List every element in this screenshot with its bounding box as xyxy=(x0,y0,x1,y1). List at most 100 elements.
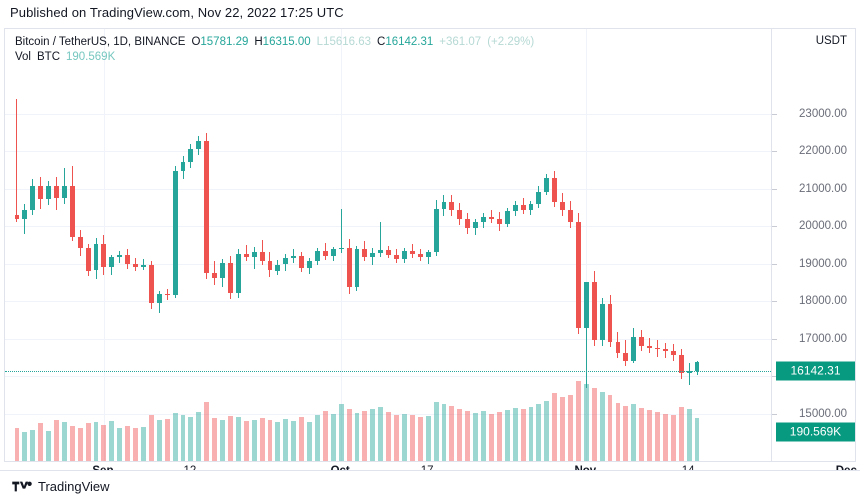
candle-body xyxy=(46,185,52,200)
tradingview-logo-icon xyxy=(12,481,32,492)
candle-body xyxy=(204,140,210,273)
candlestick xyxy=(631,328,637,363)
candlestick xyxy=(251,247,257,269)
candlestick xyxy=(512,200,518,216)
price-axis-tick-mark xyxy=(772,338,777,340)
candlestick xyxy=(441,194,447,217)
candlestick xyxy=(291,248,297,263)
volume-bar xyxy=(228,416,233,461)
candlestick xyxy=(655,340,660,357)
candle-body xyxy=(93,244,99,271)
volume-bar xyxy=(394,414,399,461)
volume-bar xyxy=(141,427,146,461)
legend-symbol[interactable]: Bitcoin / TetherUS, 1D, BINANCE xyxy=(15,36,186,48)
candle-body xyxy=(54,185,59,198)
candlestick xyxy=(370,247,376,266)
candle-wick xyxy=(142,259,144,270)
footer-bar: TradingView xyxy=(0,470,860,499)
volume-bar xyxy=(196,411,202,461)
legend-close-value: 16142.31 xyxy=(385,36,434,48)
candle-body xyxy=(251,251,257,257)
candle-body xyxy=(504,211,510,224)
legend-close-label: C xyxy=(377,36,386,48)
candle-body xyxy=(433,208,439,253)
price-axis-tick-mark xyxy=(772,413,777,415)
candlestick xyxy=(133,258,138,271)
volume-bar xyxy=(307,421,312,461)
candle-body xyxy=(156,293,162,303)
candlestick xyxy=(14,98,20,223)
candlestick xyxy=(69,166,75,242)
current-price-line xyxy=(5,371,771,373)
candlestick xyxy=(125,249,131,269)
candlestick xyxy=(496,211,502,232)
candle-body xyxy=(457,210,463,220)
volume-bar xyxy=(156,420,162,461)
candlestick xyxy=(528,200,534,215)
legend-low-label: L xyxy=(316,36,324,48)
current-price-badge[interactable]: 16142.31 xyxy=(776,361,855,381)
candle-body xyxy=(109,256,115,267)
candlestick xyxy=(623,339,629,366)
candlestick xyxy=(591,271,597,347)
candlestick xyxy=(109,254,115,275)
price-axis-unit: USDT xyxy=(815,35,847,47)
price-axis[interactable]: USDT 23000.00 22000.00 21000.00 20000.00 190… xyxy=(771,29,855,461)
volume-bar xyxy=(315,414,320,461)
candle-wick xyxy=(625,339,627,366)
volume-bar xyxy=(631,404,637,461)
candle-body xyxy=(322,250,328,257)
price-axis-tick: 20000.00 xyxy=(799,220,847,233)
candle-body xyxy=(101,244,107,267)
volume-bar xyxy=(409,415,415,461)
candlestick xyxy=(22,203,28,235)
candlestick xyxy=(394,249,399,263)
candle-body xyxy=(670,350,676,356)
volume-bar xyxy=(591,387,597,461)
candlestick xyxy=(599,297,605,346)
legend-volume-row: Vol BTC 190.569K xyxy=(15,50,534,65)
price-axis-tick: 19000.00 xyxy=(799,257,847,270)
legend-volume-label[interactable]: Vol xyxy=(15,51,31,63)
volume-bar xyxy=(504,409,510,461)
volume-bar xyxy=(322,411,328,461)
volume-bar xyxy=(69,425,75,461)
volume-bar xyxy=(378,406,384,461)
candle-wick xyxy=(253,247,255,269)
candle-body xyxy=(172,170,178,295)
volume-bar xyxy=(117,427,123,461)
candlestick xyxy=(259,240,265,266)
candlestick xyxy=(520,197,526,215)
volume-bar xyxy=(109,420,115,461)
price-axis-tick-mark xyxy=(772,226,777,228)
volume-bar xyxy=(77,428,83,461)
price-axis-tick-mark xyxy=(772,188,777,190)
candle-body xyxy=(315,250,320,261)
candlestick xyxy=(141,259,146,270)
volume-bar xyxy=(93,422,99,461)
candle-body xyxy=(694,362,700,372)
candle-body xyxy=(346,247,352,288)
candlestick xyxy=(362,241,368,262)
candlestick xyxy=(117,250,123,263)
volume-bar xyxy=(370,408,376,461)
candlestick xyxy=(481,213,486,229)
volume-bar xyxy=(457,409,463,461)
candlestick xyxy=(662,342,668,359)
chart-plot-area[interactable] xyxy=(5,29,771,461)
candlestick xyxy=(544,173,550,196)
candlestick xyxy=(172,166,178,298)
volume-bar xyxy=(204,401,210,461)
candlestick xyxy=(409,244,415,258)
current-volume-badge[interactable]: 190.569K xyxy=(776,422,855,442)
volume-bar xyxy=(488,414,494,461)
candlestick xyxy=(583,281,589,389)
candle-body xyxy=(639,336,645,346)
candlestick xyxy=(212,260,218,285)
footer-brand: TradingView xyxy=(38,479,110,494)
candle-body xyxy=(631,336,637,361)
price-axis-tick-mark xyxy=(772,151,777,153)
candle-body xyxy=(512,205,518,212)
volume-bar xyxy=(401,413,407,461)
volume-bar xyxy=(164,419,170,461)
